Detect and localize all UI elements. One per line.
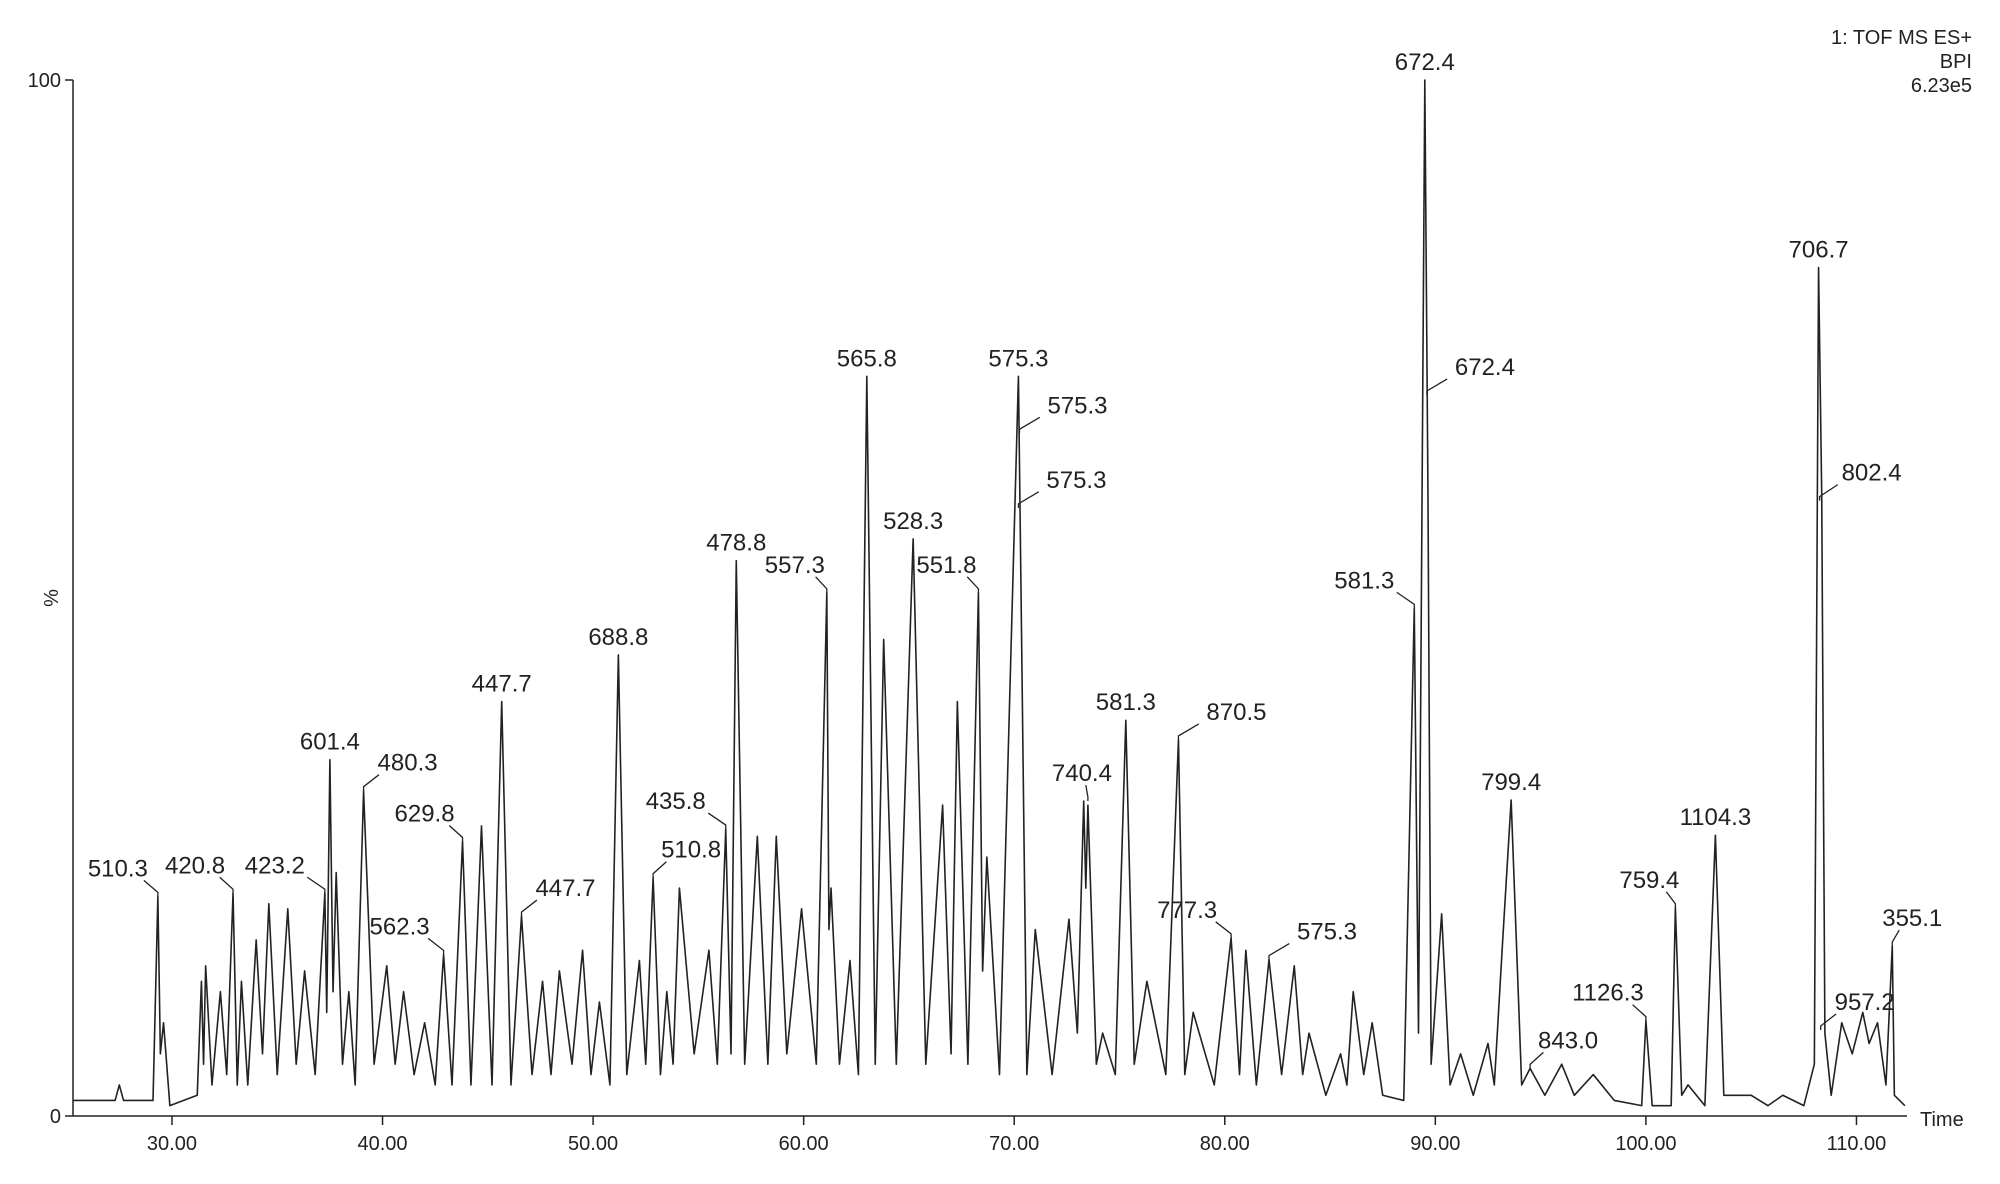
- leader-line: [966, 576, 980, 593]
- peak-label: 528.3: [883, 508, 943, 535]
- peak-label: 355.1: [1882, 905, 1942, 932]
- leader-line: [448, 824, 464, 842]
- leader-line: [1818, 484, 1839, 501]
- leader-line: [306, 876, 326, 894]
- leader-line: [1529, 1051, 1544, 1069]
- x-tick-label: 110.00: [1827, 1133, 1887, 1155]
- peak-label: 957.2: [1835, 989, 1895, 1016]
- peak-label: 799.4: [1481, 769, 1541, 796]
- x-tick-label: 100.00: [1615, 1133, 1676, 1155]
- peak-label: 581.3: [1096, 689, 1156, 716]
- leader-line: [427, 937, 445, 955]
- peak-label: 562.3: [370, 913, 430, 940]
- leader-line: [362, 774, 380, 791]
- peak-label: 478.8: [706, 530, 766, 557]
- leader-line: [219, 876, 234, 894]
- peak-label: 420.8: [165, 852, 225, 879]
- peak-label: 629.8: [395, 800, 455, 827]
- peak-label: 480.3: [378, 750, 438, 777]
- peak-label: 601.4: [300, 729, 360, 756]
- y-axis-label: %: [41, 589, 63, 607]
- peak-label: 510.8: [661, 837, 721, 864]
- peak-label: 672.4: [1395, 49, 1455, 76]
- x-tick-label: 50.00: [568, 1133, 618, 1155]
- y-tick-label: 0: [50, 1106, 61, 1128]
- peak-label: 843.0: [1538, 1027, 1598, 1054]
- peak-label: 565.8: [837, 345, 897, 372]
- peak-label: 575.3: [1297, 919, 1357, 946]
- leader-line: [707, 812, 727, 830]
- x-tick-label: 60.00: [779, 1133, 829, 1155]
- peak-label: 777.3: [1157, 897, 1217, 924]
- x-axis-label: Time: [1920, 1109, 1964, 1131]
- leader-line: [652, 861, 667, 878]
- leader-line: [1018, 416, 1041, 434]
- peak-label: 575.3: [1046, 467, 1106, 494]
- peak-label: 688.8: [588, 624, 648, 651]
- leader-line: [1017, 491, 1040, 508]
- leader-line: [1177, 723, 1200, 740]
- trace: [73, 79, 1906, 1107]
- peak-label: 575.3: [1047, 392, 1107, 419]
- peak-label: 551.8: [916, 552, 976, 579]
- peak-label: 802.4: [1842, 460, 1902, 487]
- leader-line: [520, 899, 538, 917]
- leader-line: [1085, 784, 1089, 802]
- peak-label: 581.3: [1334, 567, 1394, 594]
- leader-line: [1215, 921, 1232, 938]
- header-line: 6.23e5: [1911, 75, 1972, 97]
- peak-label: 672.4: [1455, 354, 1515, 381]
- leader-line: [1891, 929, 1900, 947]
- peak-label: 575.3: [988, 345, 1048, 372]
- leader-line: [1820, 1013, 1837, 1031]
- x-tick-label: 90.00: [1410, 1133, 1460, 1155]
- peak-label: 447.7: [535, 875, 595, 902]
- peak-label: 740.4: [1052, 760, 1112, 787]
- peak-label: 510.3: [88, 855, 148, 882]
- leader-line: [815, 576, 828, 593]
- peak-label: 447.7: [472, 671, 532, 698]
- leader-line: [1632, 1004, 1647, 1021]
- peak-label: 423.2: [245, 852, 305, 879]
- peak-label: 1104.3: [1680, 804, 1752, 831]
- peak-label: 435.8: [646, 788, 706, 815]
- peak-label: 706.7: [1789, 237, 1849, 264]
- peak-label: 759.4: [1619, 867, 1679, 894]
- header-line: 1: TOF MS ES+: [1831, 27, 1972, 49]
- peak-label: 1126.3: [1572, 980, 1644, 1007]
- x-tick-label: 30.00: [147, 1133, 197, 1155]
- x-tick-label: 70.00: [989, 1133, 1039, 1155]
- leader-line: [1268, 943, 1290, 960]
- x-tick-label: 40.00: [357, 1133, 407, 1155]
- leader-line: [143, 879, 159, 897]
- leader-line: [1396, 591, 1415, 609]
- x-tick-label: 80.00: [1200, 1133, 1250, 1155]
- header-line: BPI: [1940, 51, 1972, 73]
- peak-label: 557.3: [765, 552, 825, 579]
- y-tick-label: 100: [28, 70, 61, 92]
- leader-line: [1665, 891, 1677, 908]
- leader-line: [1426, 378, 1448, 395]
- peak-label: 870.5: [1206, 699, 1266, 726]
